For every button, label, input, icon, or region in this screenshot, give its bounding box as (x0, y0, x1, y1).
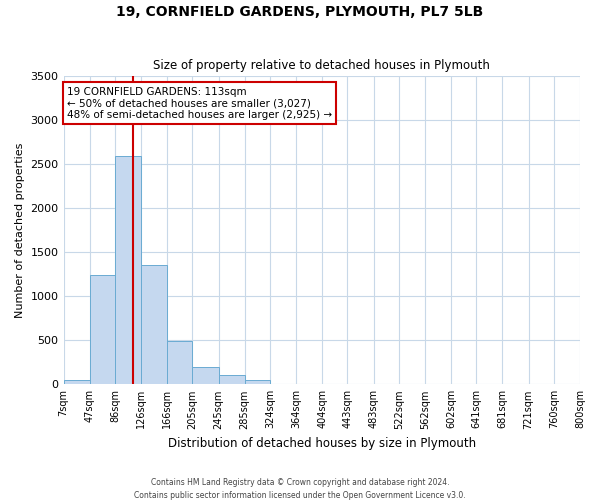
Title: Size of property relative to detached houses in Plymouth: Size of property relative to detached ho… (154, 59, 490, 72)
Bar (193, 367, 218, 384)
Text: Contains HM Land Registry data © Crown copyright and database right 2024.
Contai: Contains HM Land Registry data © Crown c… (134, 478, 466, 500)
Bar (141, 266, 167, 384)
Bar (245, 380, 270, 384)
Bar (64, 380, 89, 384)
Bar (218, 375, 245, 384)
Y-axis label: Number of detached properties: Number of detached properties (15, 142, 25, 318)
Text: 19, CORNFIELD GARDENS, PLYMOUTH, PL7 5LB: 19, CORNFIELD GARDENS, PLYMOUTH, PL7 5LB (116, 5, 484, 19)
Bar (115, 156, 141, 384)
Bar (167, 340, 193, 384)
Text: 19 CORNFIELD GARDENS: 113sqm
← 50% of detached houses are smaller (3,027)
48% of: 19 CORNFIELD GARDENS: 113sqm ← 50% of de… (67, 86, 332, 120)
Bar (89, 275, 115, 384)
X-axis label: Distribution of detached houses by size in Plymouth: Distribution of detached houses by size … (168, 437, 476, 450)
